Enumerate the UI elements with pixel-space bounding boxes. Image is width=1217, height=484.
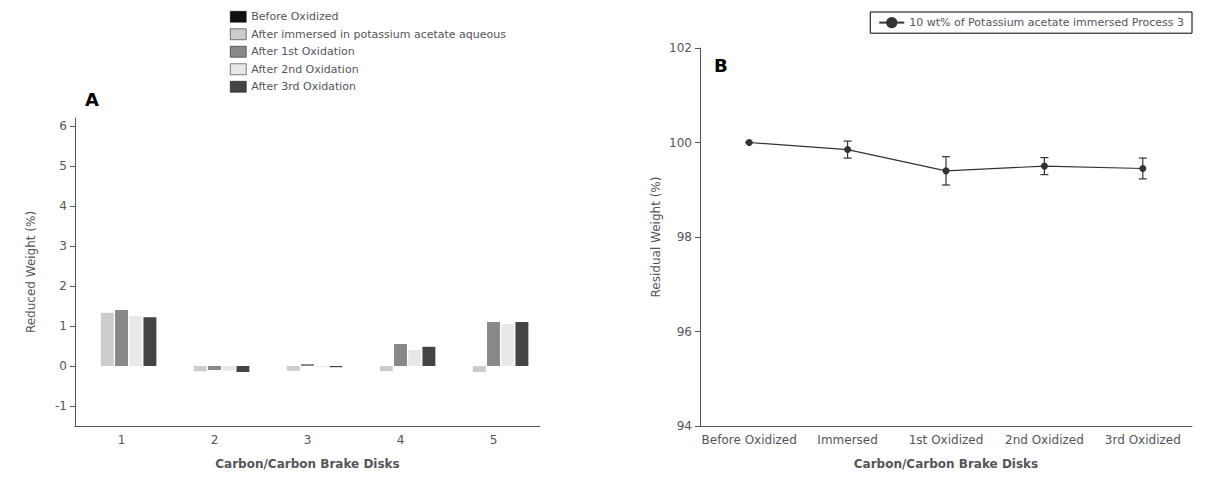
svg-text:2: 2 bbox=[211, 433, 219, 447]
svg-text:After 3rd Oxidation: After 3rd Oxidation bbox=[251, 80, 356, 93]
svg-text:3: 3 bbox=[59, 239, 67, 253]
svg-text:Before Oxidized: Before Oxidized bbox=[702, 433, 797, 447]
svg-text:2nd Oxidized: 2nd Oxidized bbox=[1005, 433, 1084, 447]
svg-text:Residual Weight (%): Residual Weight (%) bbox=[649, 177, 663, 298]
svg-text:A: A bbox=[85, 89, 99, 110]
svg-text:3: 3 bbox=[304, 433, 312, 447]
svg-text:Before Oxidized: Before Oxidized bbox=[251, 10, 338, 23]
svg-text:1: 1 bbox=[118, 433, 126, 447]
svg-text:1st Oxidized: 1st Oxidized bbox=[909, 433, 984, 447]
svg-text:Immersed: Immersed bbox=[817, 433, 878, 447]
svg-text:100: 100 bbox=[669, 136, 692, 150]
svg-text:102: 102 bbox=[669, 41, 692, 55]
svg-text:After 1st Oxidation: After 1st Oxidation bbox=[251, 45, 354, 58]
svg-text:5: 5 bbox=[490, 433, 498, 447]
svg-text:5: 5 bbox=[59, 159, 67, 173]
svg-text:After 2nd Oxidation: After 2nd Oxidation bbox=[251, 63, 358, 76]
svg-text:10 wt% of Potassium acetate im: 10 wt% of Potassium acetate immersed Pro… bbox=[909, 16, 1184, 29]
svg-text:96: 96 bbox=[677, 325, 692, 339]
svg-text:94: 94 bbox=[677, 419, 692, 433]
svg-text:Carbon/Carbon Brake Disks: Carbon/Carbon Brake Disks bbox=[215, 457, 399, 471]
svg-text:98: 98 bbox=[677, 230, 692, 244]
svg-text:2: 2 bbox=[59, 279, 67, 293]
svg-text:Carbon/Carbon Brake Disks: Carbon/Carbon Brake Disks bbox=[854, 457, 1038, 471]
svg-text:After immersed in potassium ac: After immersed in potassium acetate aque… bbox=[251, 28, 506, 41]
svg-text:3rd Oxidized: 3rd Oxidized bbox=[1105, 433, 1181, 447]
svg-text:1: 1 bbox=[59, 319, 67, 333]
svg-text:B: B bbox=[714, 55, 728, 76]
svg-text:6: 6 bbox=[59, 119, 67, 133]
svg-text:Reduced Weight (%): Reduced Weight (%) bbox=[24, 211, 38, 333]
svg-text:4: 4 bbox=[397, 433, 405, 447]
svg-text:0: 0 bbox=[59, 359, 67, 373]
svg-text:4: 4 bbox=[59, 199, 67, 213]
svg-text:-1: -1 bbox=[55, 399, 67, 413]
